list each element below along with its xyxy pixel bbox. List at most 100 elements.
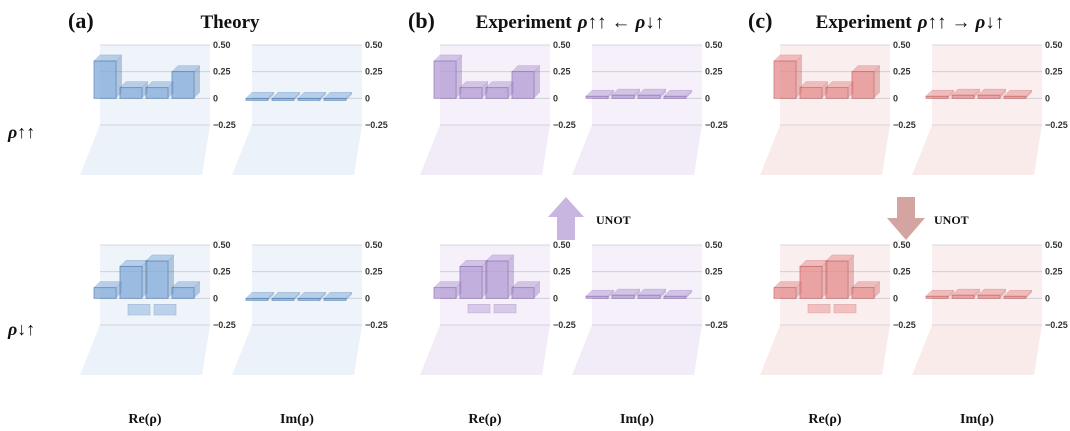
- title-prefix: Experiment: [816, 12, 913, 33]
- z-tick-label: 0.50: [893, 240, 911, 250]
- bar: [433, 287, 457, 299]
- bar-top: [323, 92, 353, 99]
- z-tick-label: −0.25: [553, 120, 576, 130]
- bar-top: [611, 288, 641, 296]
- bar-side: [634, 89, 640, 99]
- bar: [485, 260, 509, 299]
- z-tick-label: 0: [1045, 293, 1050, 303]
- z-tick-label: −0.25: [365, 320, 388, 330]
- z-tick-label: 0.25: [705, 267, 723, 277]
- bar: [1003, 295, 1027, 299]
- back-wall: [252, 245, 362, 325]
- bar: [637, 94, 661, 99]
- z-tick-label: 0: [893, 93, 898, 103]
- z-tick-label: 0: [1045, 93, 1050, 103]
- bar-side: [974, 289, 980, 299]
- bar-top: [585, 289, 615, 297]
- z-tick-label: 0.25: [1045, 67, 1063, 77]
- plot-red-down-im: 0.50 0.25 0 −0.25 Im(ρ): [912, 240, 1068, 427]
- panel-c: (c) Experiment ρ↑↑ → ρ↓↑0.500.250−0.250.500.…: [748, 8, 1068, 427]
- z-tick-label: −0.25: [365, 120, 388, 130]
- bar-top: [825, 254, 855, 262]
- z-tick-label: 0.50: [1045, 240, 1063, 250]
- title-rho-left: ρ↑↑: [917, 12, 947, 33]
- bar-top: [851, 65, 881, 72]
- bar-side: [482, 81, 488, 99]
- bar-top: [637, 88, 667, 96]
- bar-top: [297, 292, 327, 299]
- column-label: Re(ρ): [468, 412, 501, 427]
- z-tick-label: −0.25: [1045, 320, 1068, 330]
- bar-side: [948, 90, 954, 99]
- z-tick-label: 0.25: [213, 67, 231, 77]
- z-tick-label: −0.25: [705, 320, 728, 330]
- back-wall: [592, 245, 702, 325]
- panel-title: Theory: [200, 12, 260, 33]
- bar-top: [271, 292, 301, 299]
- bar: [773, 287, 797, 299]
- bar-top: [637, 288, 667, 296]
- bar: [799, 265, 823, 299]
- panel-title: Experiment ρ↑↑ → ρ↓↑: [816, 12, 1005, 33]
- bar-top: [925, 289, 955, 297]
- bar-top: [611, 88, 641, 96]
- z-tick-label: 0.50: [553, 240, 571, 250]
- floor: [912, 125, 1042, 175]
- bar: [245, 97, 269, 101]
- bar-side: [346, 92, 352, 101]
- bar: [145, 87, 169, 99]
- back-wall: [932, 45, 1042, 125]
- floor: [80, 125, 210, 175]
- bar: [433, 60, 457, 99]
- bar-negative: [467, 304, 491, 314]
- bar-top: [119, 81, 149, 88]
- bar: [171, 71, 195, 99]
- bar-side: [1026, 90, 1032, 99]
- bar-side: [142, 81, 148, 99]
- bar-top: [245, 292, 275, 299]
- bar-negative: [153, 304, 177, 316]
- row-label: ρ↑↑: [7, 122, 35, 142]
- bar: [459, 265, 483, 299]
- unot-label: UNOT: [596, 213, 631, 227]
- bar-side: [1000, 289, 1006, 299]
- bar: [297, 297, 321, 301]
- plot-purple-up-im: 0.50 0.25 0 −0.25: [572, 40, 728, 175]
- bar-side: [608, 290, 614, 299]
- floor: [232, 125, 362, 175]
- bar: [271, 297, 295, 301]
- floor: [912, 325, 1042, 375]
- bar: [459, 87, 483, 99]
- back-wall: [252, 45, 362, 125]
- bar-side: [320, 92, 326, 101]
- bar: [611, 294, 635, 299]
- plot-red-up-re: 0.50 0.25 0 −0.25: [760, 40, 916, 175]
- z-tick-label: 0.25: [365, 267, 383, 277]
- back-wall: [592, 45, 702, 125]
- floor: [80, 325, 210, 375]
- column-label: Im(ρ): [960, 412, 994, 427]
- bar-negative: [807, 304, 831, 314]
- z-tick-label: 0.50: [365, 240, 383, 250]
- bar: [799, 87, 823, 99]
- bar-side: [608, 90, 614, 99]
- z-tick-label: 0: [365, 293, 370, 303]
- z-tick-label: 0: [553, 93, 558, 103]
- title-rho-right: ρ↓↑: [635, 12, 665, 33]
- bar-side: [686, 90, 692, 99]
- title-prefix: Experiment: [476, 12, 573, 33]
- bar-top: [585, 89, 615, 97]
- unot-label: UNOT: [934, 213, 969, 227]
- bar-side: [874, 281, 880, 299]
- bar-side: [634, 289, 640, 299]
- bar-top: [245, 92, 275, 99]
- bar-side: [686, 290, 692, 299]
- z-tick-label: 0.25: [553, 67, 571, 77]
- floor: [420, 125, 550, 175]
- z-tick-label: 0: [553, 293, 558, 303]
- bar: [585, 95, 609, 99]
- bar-top: [93, 54, 123, 62]
- z-tick-label: 0.25: [213, 267, 231, 277]
- bar-top: [663, 289, 693, 297]
- bar: [485, 87, 509, 99]
